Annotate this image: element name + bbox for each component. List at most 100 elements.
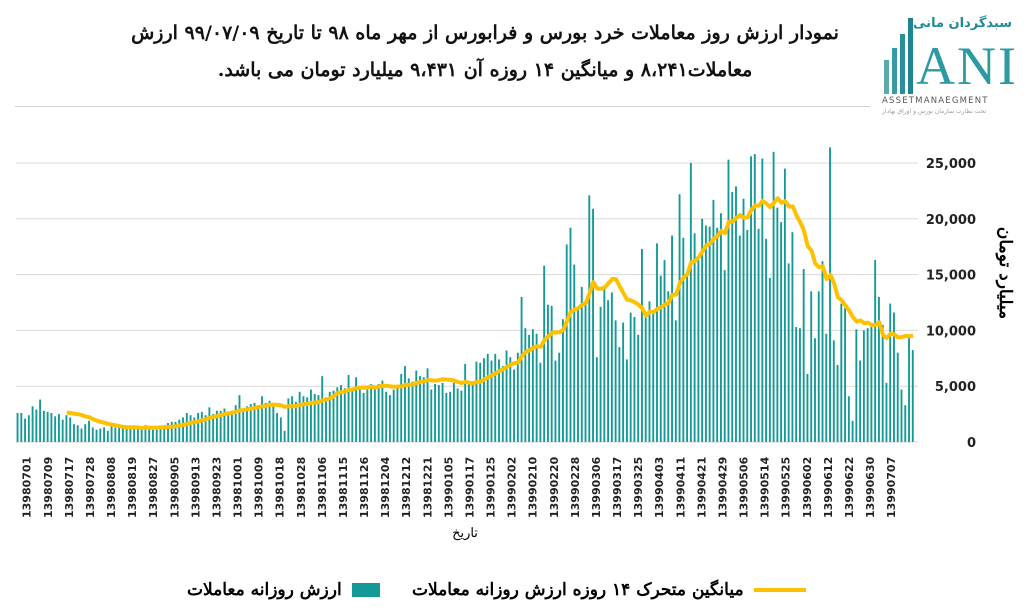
bar xyxy=(91,427,94,442)
bar xyxy=(889,303,892,442)
bar xyxy=(452,382,455,442)
bar xyxy=(189,415,192,442)
x-tick-label: 13980808 xyxy=(105,457,118,518)
bar xyxy=(24,418,27,442)
bar xyxy=(776,207,779,442)
logo-subtitle: تحت نظارت سازمان بورس و اوراق بهادار xyxy=(882,108,987,115)
bar xyxy=(486,353,489,442)
bar xyxy=(513,369,515,442)
legend-bar-swatch xyxy=(351,583,380,597)
bar xyxy=(746,229,749,442)
y-tick-label: 15,000 xyxy=(926,269,976,284)
bar xyxy=(855,329,858,442)
bar xyxy=(562,319,564,442)
bar xyxy=(494,353,497,442)
bar xyxy=(242,408,245,442)
bar xyxy=(787,263,790,442)
bar xyxy=(238,395,241,442)
x-tick-label: 13990612 xyxy=(822,457,835,518)
bar xyxy=(163,425,166,442)
bar xyxy=(821,261,824,442)
bar xyxy=(257,405,260,442)
bar xyxy=(546,304,549,442)
bar xyxy=(155,428,158,442)
bar xyxy=(99,428,102,442)
x-tick-label: 13990630 xyxy=(864,456,877,518)
bar xyxy=(306,397,309,442)
bar xyxy=(35,409,38,442)
bar xyxy=(65,415,68,442)
bar xyxy=(652,311,655,442)
bar xyxy=(870,325,873,442)
bar xyxy=(197,412,200,442)
bar xyxy=(543,265,546,442)
bar xyxy=(234,405,237,442)
y-tick-label: 10,000 xyxy=(926,324,976,339)
bar xyxy=(42,410,45,442)
y-tick-label: 25,000 xyxy=(926,157,976,172)
bar xyxy=(328,391,331,442)
logo-mark: ANI xyxy=(916,36,1018,96)
bar xyxy=(125,428,128,442)
bar xyxy=(212,414,215,442)
bar xyxy=(881,324,884,442)
bar xyxy=(185,412,188,442)
bar xyxy=(836,364,839,442)
x-tick-label: 13980905 xyxy=(168,457,181,518)
x-tick-label: 13990117 xyxy=(464,457,477,518)
bar xyxy=(471,382,474,442)
x-tick-label: 13980717 xyxy=(63,457,76,518)
bar xyxy=(712,199,715,442)
bar xyxy=(509,357,512,442)
x-tick-label: 13990202 xyxy=(506,457,519,518)
bar xyxy=(294,401,297,442)
bar xyxy=(136,428,139,442)
bar xyxy=(219,410,222,442)
bar xyxy=(641,248,643,442)
bar xyxy=(686,274,689,442)
bar xyxy=(16,412,19,442)
bar xyxy=(370,383,373,442)
x-tick-label: 13980923 xyxy=(211,457,224,518)
bar xyxy=(106,430,109,442)
bar xyxy=(298,391,301,442)
bar xyxy=(475,361,478,442)
bar xyxy=(753,154,756,442)
bar xyxy=(825,333,828,442)
bar xyxy=(731,192,734,442)
bar xyxy=(114,427,117,442)
legend-label: میانگین متحرک ۱۴ روزه ارزش روزانه معاملا… xyxy=(412,580,744,600)
bar xyxy=(667,291,670,442)
bar xyxy=(343,388,346,442)
bar xyxy=(610,292,613,442)
bar xyxy=(407,378,410,442)
bar xyxy=(388,395,391,442)
bar xyxy=(283,430,286,442)
bar xyxy=(885,382,888,442)
bar xyxy=(761,158,764,442)
bar xyxy=(671,235,673,442)
bar xyxy=(723,270,726,442)
bar xyxy=(373,388,376,442)
bar xyxy=(501,366,504,442)
legend-label: ارزش روزانه معاملات xyxy=(187,580,342,600)
bar xyxy=(565,244,568,442)
x-tick-label: 13980728 xyxy=(84,457,97,518)
bar xyxy=(422,377,425,442)
x-tick-label: 13990429 xyxy=(717,457,730,518)
bar xyxy=(911,350,914,442)
bar xyxy=(866,328,869,442)
bar xyxy=(791,232,794,442)
bar xyxy=(772,151,775,442)
bar xyxy=(742,198,745,442)
bar xyxy=(31,406,34,442)
bar xyxy=(618,347,621,442)
bar xyxy=(558,352,561,442)
bar xyxy=(720,213,722,442)
bar xyxy=(738,235,741,442)
bar xyxy=(249,404,252,442)
bar xyxy=(625,359,628,442)
bar xyxy=(798,328,801,442)
bar xyxy=(629,312,632,442)
